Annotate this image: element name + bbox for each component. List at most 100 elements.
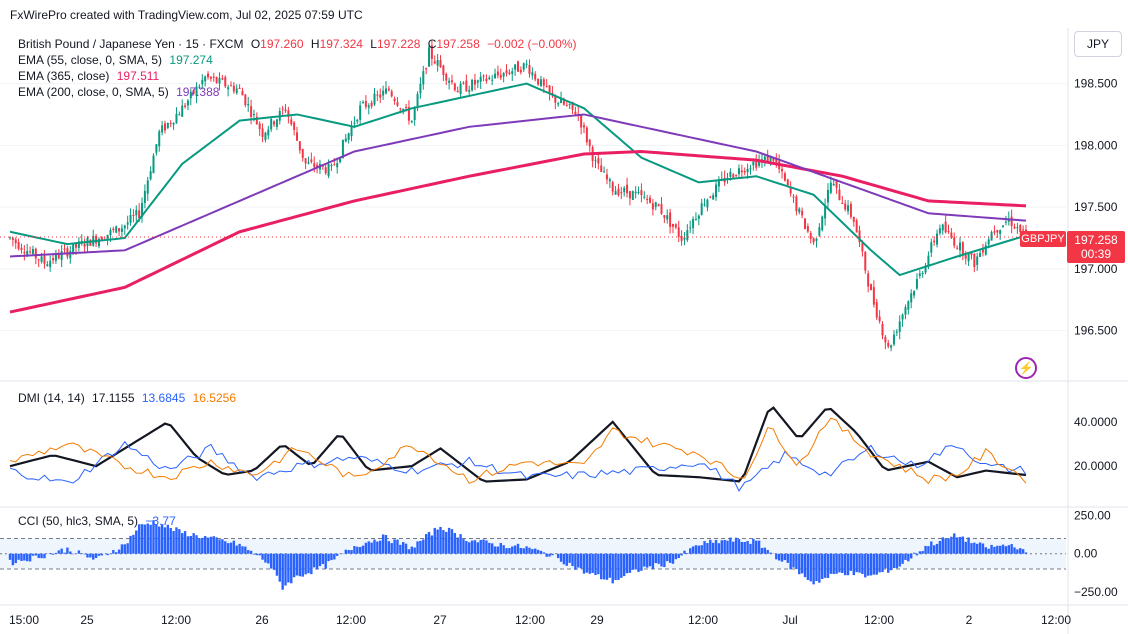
cci-bar (628, 553, 632, 573)
cci-bar (780, 553, 784, 562)
candle-body (829, 182, 832, 193)
cci-bar (887, 553, 890, 573)
cci-bar (287, 553, 290, 583)
candle-body (683, 237, 686, 240)
cci-bar (660, 553, 663, 567)
cci-bar (582, 553, 586, 574)
cci-bar (691, 546, 695, 554)
candle-body (703, 204, 706, 206)
cci-bar (611, 553, 614, 584)
cci-tick: −250.00 (1074, 585, 1118, 599)
candle-body (637, 192, 640, 194)
cci-bar (846, 553, 850, 576)
candle-body (301, 148, 304, 158)
dmi-legend[interactable]: DMI (14, 14) 17.1155 13.6845 16.5256 (18, 391, 236, 405)
candle-body (984, 245, 987, 255)
cci-bar (186, 536, 190, 554)
cci-bar (689, 548, 692, 554)
cci-bar (568, 553, 571, 563)
cci-bar (818, 553, 821, 583)
cci-bar (608, 553, 612, 578)
cci-bar (935, 543, 939, 554)
candle-body (347, 133, 350, 140)
candle-body (597, 158, 600, 164)
cci-bar (310, 553, 313, 575)
candle-body (522, 63, 525, 70)
currency-selector[interactable]: JPY (1074, 31, 1122, 57)
candle-body (654, 202, 657, 207)
candle-body (663, 215, 666, 219)
candle-body (215, 77, 218, 83)
cci-bar (178, 529, 181, 554)
cci-bar (373, 539, 376, 554)
cci-bar (915, 553, 919, 556)
cci-bar (14, 553, 17, 564)
candle-body (307, 162, 310, 164)
candle-body (660, 204, 663, 214)
bolt-icon[interactable]: ⚡ (1015, 357, 1037, 379)
cci-bar (8, 553, 12, 560)
cci-bar (238, 543, 241, 554)
cci-bar (169, 527, 172, 554)
cci-bar (907, 553, 910, 562)
plus-di-line (9, 440, 1027, 492)
cci-bar (424, 534, 428, 554)
cci-bar (620, 553, 623, 578)
cci-bar (1007, 545, 1010, 554)
cci-bar (422, 539, 425, 554)
candle-body (258, 123, 261, 130)
ohlc-high: H197.324 (310, 37, 363, 51)
candle-body (494, 73, 497, 78)
cci-bar (617, 553, 620, 580)
candle-body (428, 47, 431, 67)
candle-body (327, 164, 330, 177)
candle-body (861, 242, 864, 252)
candle-body (252, 113, 255, 115)
candle-body (918, 273, 921, 276)
cci-bar (1001, 544, 1005, 554)
cci-bar (513, 545, 517, 554)
candle-body (382, 90, 385, 96)
cci-bar (43, 553, 46, 559)
candle-body (453, 83, 456, 91)
cci-bar (525, 546, 528, 554)
cci-bar (967, 537, 970, 554)
cci-bar (881, 553, 884, 573)
cci-bar (209, 536, 213, 554)
ema55-legend[interactable]: EMA (55, close, 0, SMA, 5) 197.274 (18, 53, 213, 67)
candle-body (1022, 229, 1025, 231)
candle-body (178, 114, 181, 116)
candle-body (63, 248, 66, 250)
cci-bar (315, 553, 319, 570)
cci-bar (947, 538, 950, 554)
candle-body (651, 203, 654, 210)
candle-body (250, 106, 253, 117)
cci-bar (542, 552, 546, 554)
candle-body (442, 65, 445, 76)
candle-body (950, 232, 953, 238)
cci-bar (321, 553, 325, 565)
cci-bar (63, 552, 66, 554)
cci-bar (700, 545, 703, 554)
cci-bar (69, 551, 72, 554)
candle-body (852, 217, 855, 222)
candle-body (296, 132, 299, 141)
candle-body (77, 241, 80, 248)
ema365-legend[interactable]: EMA (365, close) 197.511 (18, 69, 160, 83)
candle-body (281, 108, 284, 110)
cci-legend[interactable]: CCI (50, hlc3, SMA, 5) −3.77 (18, 514, 176, 528)
cci-bar (640, 553, 643, 571)
candle-body (491, 79, 494, 81)
candle-body (930, 242, 933, 253)
candle-body (26, 250, 29, 256)
cci-bar (841, 553, 844, 573)
dmi-tick: 40.0000 (1074, 415, 1118, 429)
ema200-legend[interactable]: EMA (200, close, 0, SMA, 5) 197.388 (18, 85, 220, 99)
candle-body (692, 219, 695, 229)
cci-bar (330, 553, 333, 561)
time-tick: 2 (966, 613, 973, 627)
cci-bar (559, 553, 563, 562)
cci-bar (155, 524, 158, 554)
cci-bar (318, 553, 322, 567)
